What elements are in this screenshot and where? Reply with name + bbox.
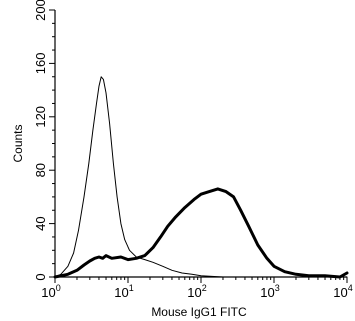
y-ticks: 0 40 80 120 160 200 (33, 0, 55, 281)
y-axis-label: Counts (11, 124, 25, 162)
x-tick-label: 104 (333, 283, 352, 300)
x-tick-label: 100 (41, 283, 60, 300)
x-tick-label: 101 (114, 283, 133, 300)
axes-layer (54, 10, 347, 278)
x-tick-label: 102 (187, 283, 206, 300)
x-axis-label: Mouse IgG1 FITC (151, 305, 247, 319)
series-line-thin (54, 76, 348, 278)
series-layer (53, 76, 349, 279)
x-tick-label: 103 (260, 283, 279, 300)
y-tick-label: 40 (33, 216, 48, 230)
y-tick-label: 120 (33, 106, 48, 128)
y-tick-label: 0 (33, 273, 48, 280)
y-tick-label: 160 (33, 53, 48, 75)
y-tick-label: 200 (33, 0, 48, 21)
x-ticks: 100 101 102 103 104 (41, 277, 353, 300)
series-line-thick (53, 187, 349, 279)
y-tick-label: 80 (33, 163, 48, 177)
